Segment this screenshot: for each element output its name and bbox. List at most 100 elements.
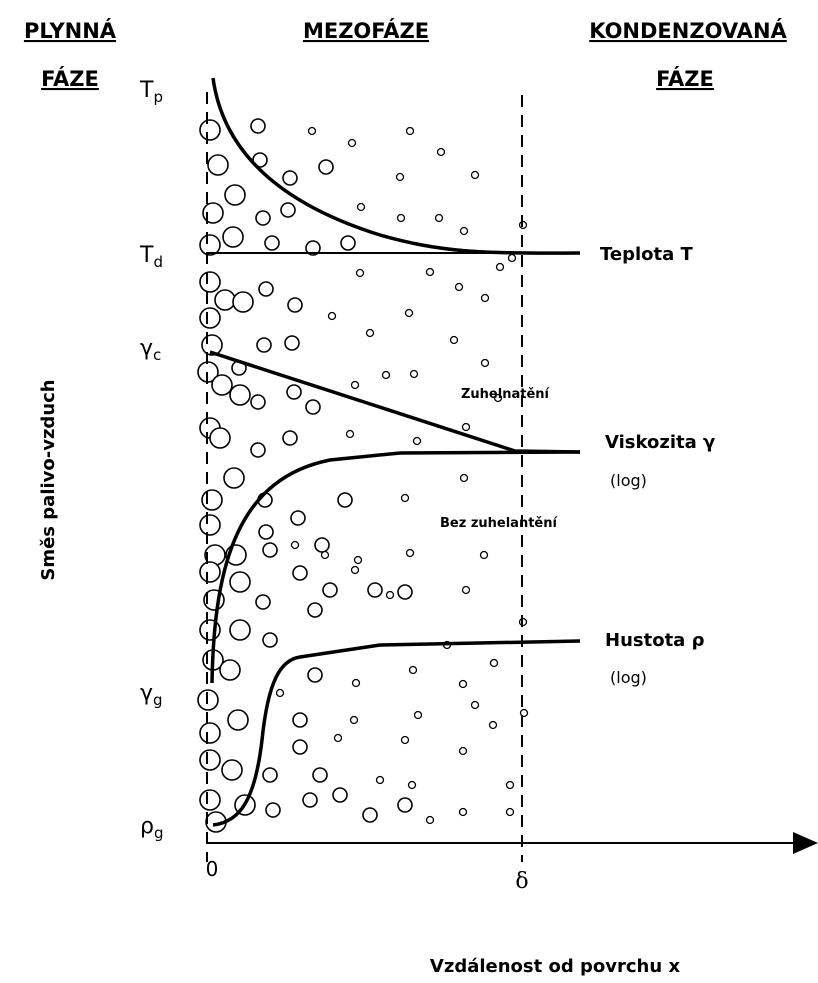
curve-label: Hustota ρ [605, 630, 705, 651]
particle [199, 561, 221, 583]
viscosity-curve [210, 450, 581, 684]
particle [519, 708, 529, 718]
particle [305, 240, 321, 256]
particle [333, 733, 343, 743]
particle [201, 489, 223, 511]
particle [250, 118, 266, 134]
particle [489, 658, 499, 668]
density-curve [212, 639, 581, 827]
particle [318, 159, 334, 175]
particle [214, 289, 236, 311]
particle [199, 749, 221, 771]
particle [337, 492, 353, 508]
particle [505, 807, 515, 817]
particle [353, 555, 363, 565]
particle [434, 213, 444, 223]
particle [480, 293, 490, 303]
curve-note: (log) [610, 668, 647, 687]
particle [229, 619, 251, 641]
y-axis-label: Směs palivo-vzduch [38, 379, 59, 580]
particle [459, 473, 469, 483]
particle [407, 780, 417, 790]
particle [312, 767, 328, 783]
particle [314, 537, 330, 553]
temperature-curve [211, 77, 581, 255]
particle [265, 802, 281, 818]
particle [290, 510, 306, 526]
particle [347, 138, 357, 148]
particle [286, 384, 302, 400]
particle [292, 565, 308, 581]
particle [350, 380, 360, 390]
curve-note: (log) [610, 471, 647, 490]
particle [275, 688, 285, 698]
symbol: T [139, 78, 154, 103]
particle [507, 253, 517, 263]
particle [199, 119, 221, 141]
particle [375, 775, 385, 785]
particle [458, 807, 468, 817]
particle [413, 710, 423, 720]
particle [327, 311, 337, 321]
particle [199, 722, 221, 744]
particle [355, 268, 365, 278]
particle [400, 735, 410, 745]
particle [488, 720, 498, 730]
header: FÁZE [656, 66, 714, 91]
particle [221, 759, 243, 781]
particle [367, 582, 383, 598]
particle [282, 430, 298, 446]
particle [229, 571, 251, 593]
particle [458, 746, 468, 756]
particle [470, 700, 480, 710]
particle [408, 665, 418, 675]
state-label: Td [139, 243, 163, 271]
particle [258, 524, 274, 540]
particle [305, 399, 321, 415]
particle [211, 374, 233, 396]
particle [381, 370, 391, 380]
particle [229, 384, 251, 406]
particle [400, 493, 410, 503]
particle [199, 307, 221, 329]
particle [350, 565, 360, 575]
particle [385, 590, 395, 600]
particle [224, 184, 246, 206]
particle [307, 602, 323, 618]
symbol: γ [140, 681, 153, 706]
particle [397, 584, 413, 600]
particle [209, 427, 231, 449]
particle [425, 815, 435, 825]
particle [222, 226, 244, 248]
particle [365, 328, 375, 338]
particles [197, 118, 529, 833]
state-label: γc [140, 336, 161, 364]
particle [262, 542, 278, 558]
particle [362, 807, 378, 823]
axis-arrow [793, 832, 818, 854]
particle [232, 291, 254, 313]
state-label: Tp [139, 78, 163, 106]
symbol: γ [140, 336, 153, 361]
x-tick-label: 0 [206, 857, 219, 881]
particle [282, 170, 298, 186]
subscript: c [153, 346, 161, 364]
particle [290, 540, 300, 550]
x-tick-label: δ [515, 869, 528, 894]
header: FÁZE [41, 66, 99, 91]
particle [307, 126, 317, 136]
particle [199, 514, 221, 536]
particle [351, 678, 361, 688]
particle [397, 797, 413, 813]
particle [461, 422, 471, 432]
particle [223, 467, 245, 489]
particle [404, 308, 414, 318]
particle [199, 271, 221, 293]
state-label: γg [140, 681, 163, 709]
particle [256, 337, 272, 353]
particle [356, 202, 366, 212]
particle [284, 335, 300, 351]
particle [480, 358, 490, 368]
particle [262, 632, 278, 648]
